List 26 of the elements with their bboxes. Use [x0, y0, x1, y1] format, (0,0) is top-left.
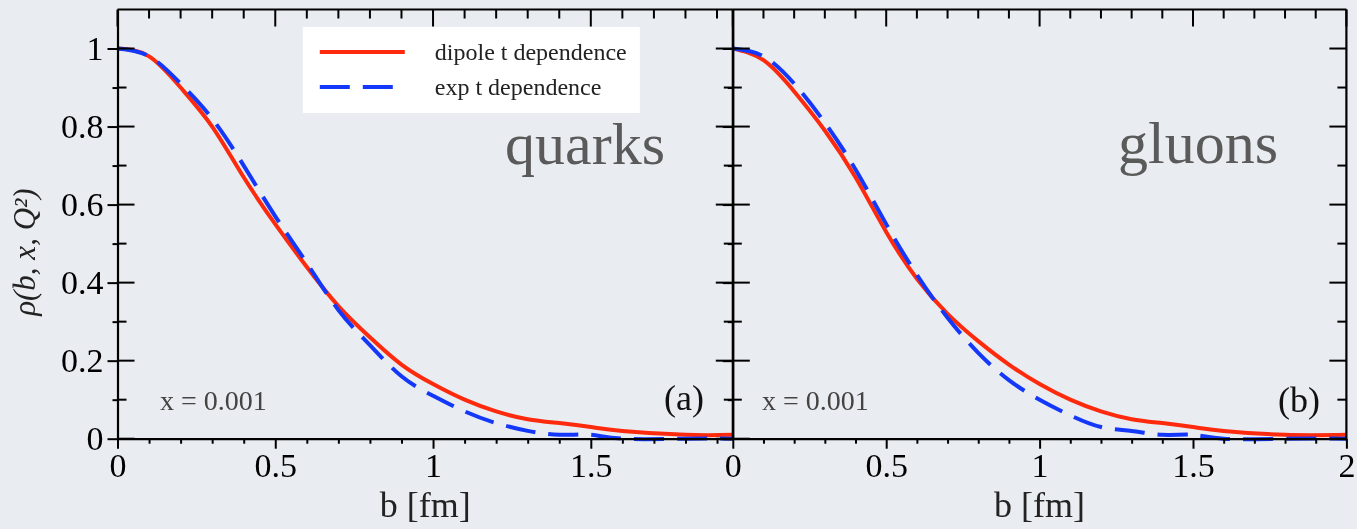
x-tick-label: 0.5: [865, 446, 908, 484]
legend-label: exp t dependence: [434, 73, 602, 100]
x-tick-label: 0: [109, 446, 127, 484]
y-tick-label: 0.2: [61, 342, 104, 380]
annotation: x = 0.001: [160, 385, 267, 416]
y-tick-label: 0: [86, 420, 104, 458]
y-tick-label: 0.8: [61, 107, 104, 145]
x-tick-label: 1: [425, 446, 443, 484]
annotation: gluons: [1117, 110, 1278, 176]
x-tick-label: 0: [724, 446, 742, 484]
y-tick-label: 0.4: [61, 264, 104, 302]
x-axis-title: b [fm]: [994, 485, 1086, 525]
annotation: x = 0.001: [762, 385, 869, 416]
annotation: quarks: [505, 111, 665, 177]
y-tick-label: 1: [86, 29, 104, 67]
annotation: (a): [664, 378, 704, 418]
x-axis-title: b [fm]: [379, 485, 471, 525]
y-tick-label: 0.6: [61, 185, 104, 223]
x-tick-label: 1.5: [570, 446, 613, 484]
legend-label: dipole t dependence: [434, 38, 627, 65]
x-tick-label: 1.5: [1172, 446, 1215, 484]
y-axis-title: ρ(b, x, Q²): [7, 188, 42, 317]
x-tick-label: 1: [1031, 446, 1049, 484]
x-tick-label: 2: [1338, 446, 1356, 484]
x-tick-label: 0.5: [254, 446, 298, 484]
annotation: (b): [1278, 380, 1320, 420]
